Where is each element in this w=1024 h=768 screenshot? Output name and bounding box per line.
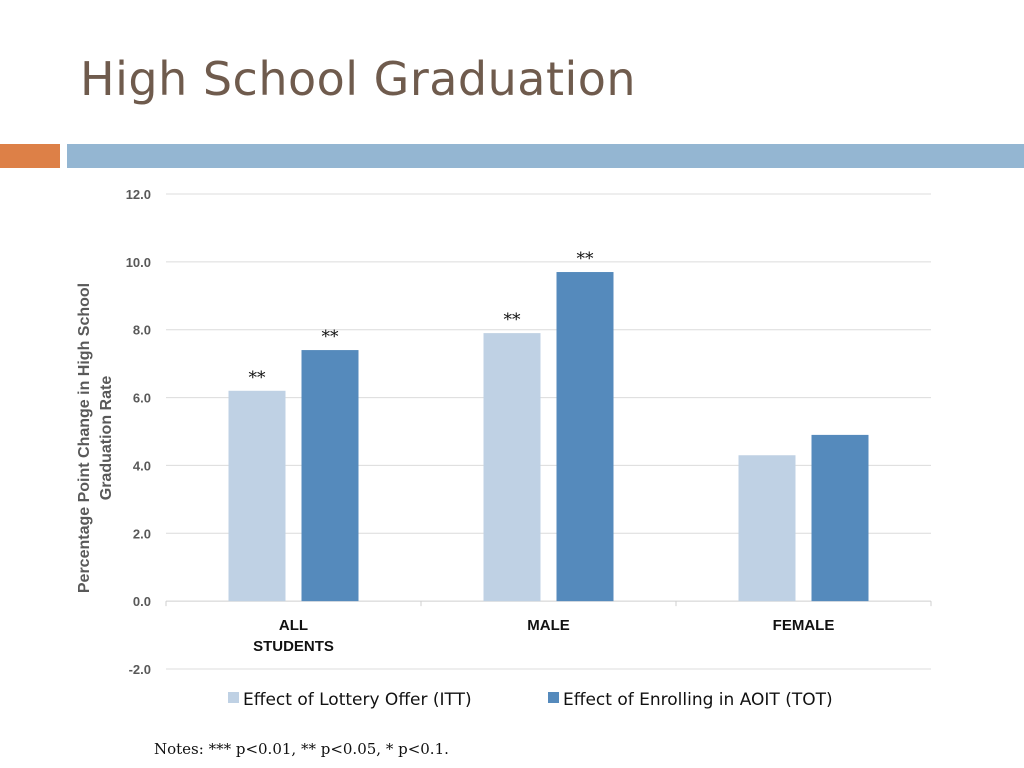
- x-tick-labels: ALL STUDENTS MALE FEMALE: [253, 617, 834, 655]
- y-tick-labels: -2.0 0.0 2.0 4.0 6.0 8.0 10.0 12.0: [126, 187, 151, 677]
- bar: [811, 434, 869, 602]
- legend-label: Effect of Enrolling in AOIT (TOT): [563, 690, 833, 710]
- legend-swatch: [548, 692, 559, 703]
- significance-annotations: ** ** ** **: [249, 249, 595, 388]
- bar-chart: -2.0 0.0 2.0 4.0 6.0 8.0 10.0 12.0 ** ** ** ** ALL…: [76, 187, 932, 710]
- bar: [228, 390, 286, 602]
- legend-label: Effect of Lottery Offer (ITT): [243, 690, 472, 710]
- bar: [301, 350, 359, 602]
- bar: [483, 333, 541, 602]
- y-tick-label: 6.0: [133, 391, 151, 406]
- notes-text: Notes: *** p<0.01, ** p<0.05, * p<0.1.: [154, 740, 449, 758]
- y-tick-label: 0.0: [133, 594, 151, 609]
- y-axis-label: Percentage Point Change in High School Gr…: [76, 283, 115, 593]
- x-category-label: FEMALE: [773, 617, 835, 634]
- significance-marker: **: [249, 368, 267, 388]
- slide-title: High School Graduation: [80, 52, 637, 106]
- y-axis-title: Percentage Point Change in High School Gr…: [76, 283, 115, 593]
- bars: [228, 272, 869, 602]
- x-category-label: ALL STUDENTS: [253, 617, 334, 655]
- x-category-label: MALE: [527, 617, 570, 634]
- legend-swatch: [228, 692, 239, 703]
- y-tick-label: 4.0: [133, 458, 151, 473]
- accent-bar-orange: [0, 144, 60, 168]
- gridlines: [165, 193, 932, 670]
- significance-marker: **: [577, 249, 595, 269]
- y-tick-label: 8.0: [133, 323, 151, 338]
- y-tick-label: -2.0: [129, 662, 151, 677]
- y-tick-label: 10.0: [126, 255, 151, 270]
- significance-marker: **: [322, 327, 340, 347]
- bar: [556, 272, 614, 602]
- accent-bar-blue: [67, 144, 1024, 168]
- significance-marker: **: [504, 310, 522, 330]
- bar: [738, 455, 796, 602]
- y-tick-label: 12.0: [126, 187, 151, 202]
- y-tick-label: 2.0: [133, 526, 151, 541]
- legend: Effect of Lottery Offer (ITT) Effect of E…: [228, 690, 833, 710]
